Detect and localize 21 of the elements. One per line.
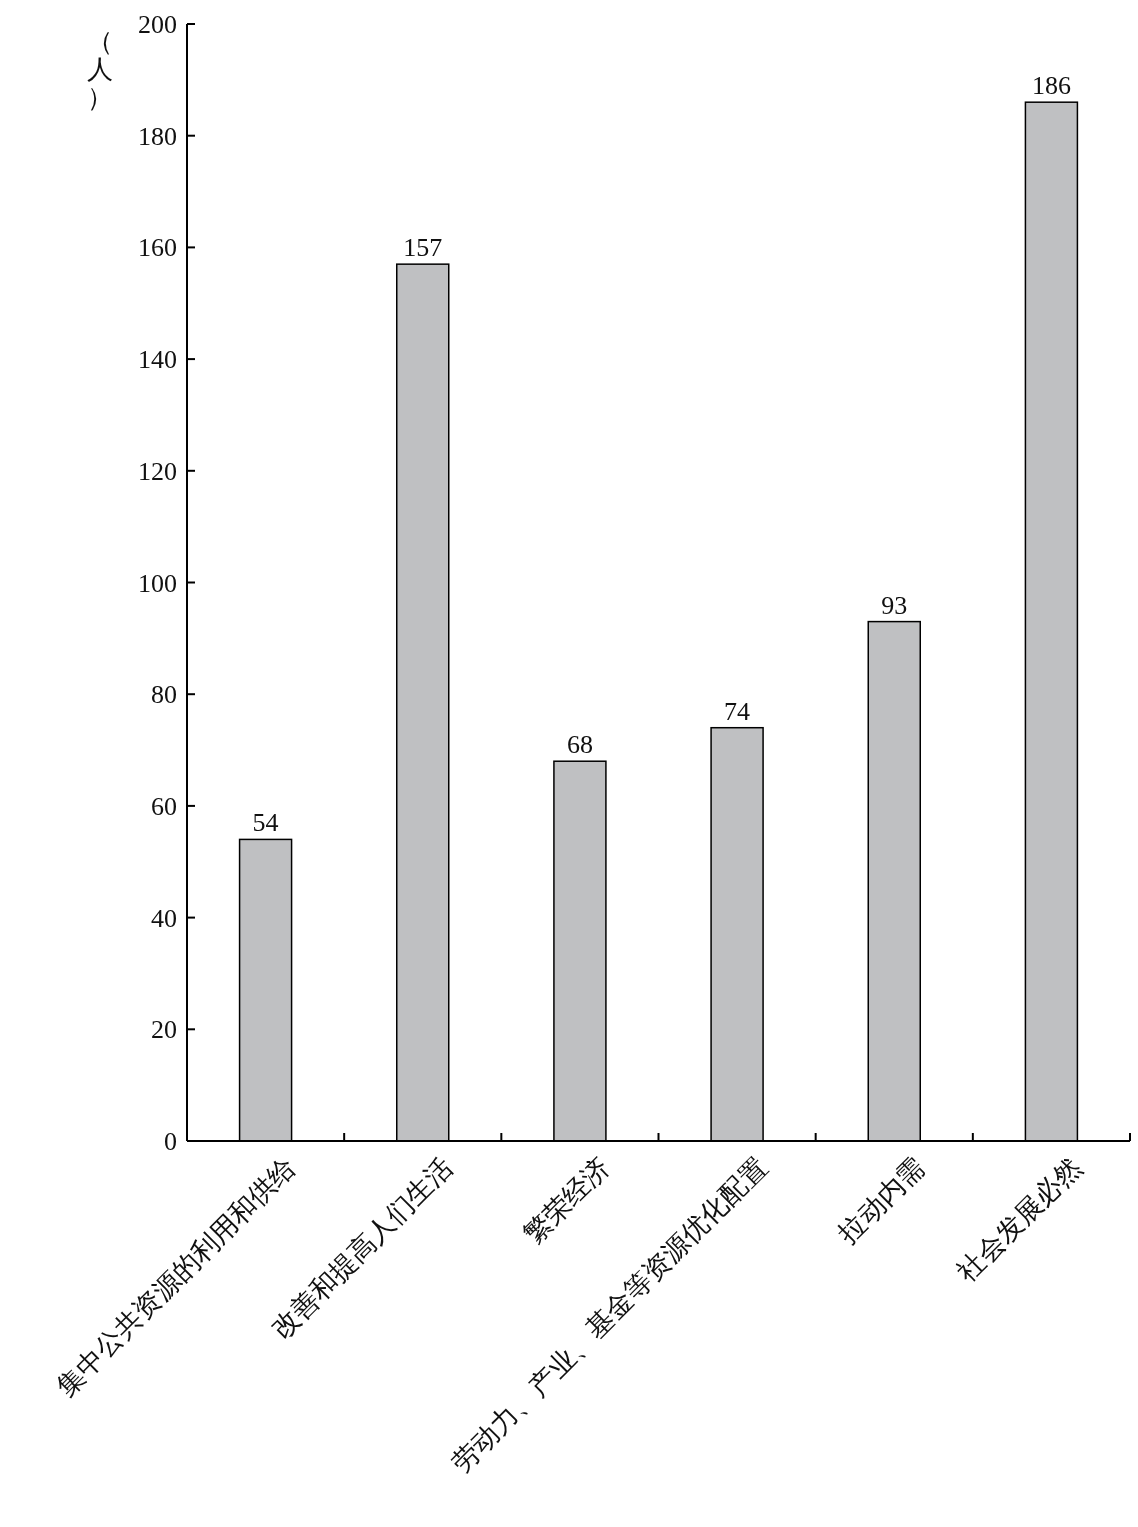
data-label: 93	[881, 590, 908, 620]
data-label: 74	[724, 696, 751, 726]
data-label: 68	[566, 730, 593, 760]
y-tick-label: 140	[138, 345, 177, 375]
y-tick-label: 100	[138, 568, 177, 598]
data-label: 157	[403, 233, 443, 263]
y-tick-label: 0	[164, 1127, 177, 1156]
data-label: 186	[1031, 71, 1071, 101]
y-tick-label: 160	[138, 233, 177, 263]
y-axis-title: （人）	[87, 27, 113, 112]
y-tick-label: 180	[138, 121, 177, 151]
data-label: 54	[252, 808, 279, 838]
x-tick-label: 拉动内需	[832, 1151, 931, 1250]
y-tick-label: 200	[138, 10, 177, 39]
y-tick-label: 40	[151, 903, 177, 933]
x-tick-label: 繁荣经济	[518, 1151, 616, 1250]
y-tick-label: 60	[151, 791, 177, 821]
y-tick-label: 120	[138, 456, 177, 486]
y-tick-label: 20	[151, 1015, 177, 1045]
x-tick-label: 社会发展必然	[951, 1151, 1088, 1288]
y-tick-label: 80	[151, 680, 177, 710]
